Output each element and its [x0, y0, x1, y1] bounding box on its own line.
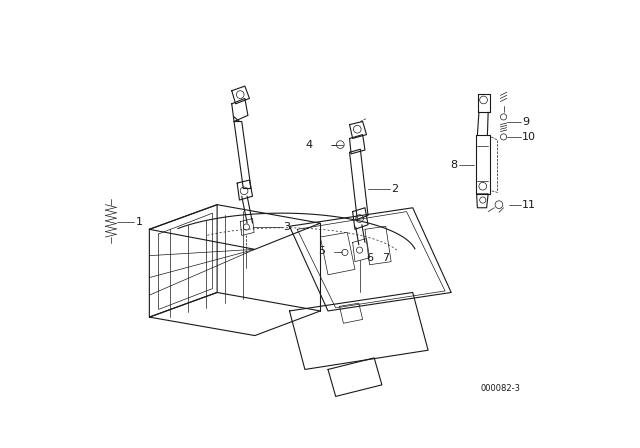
Text: 11: 11: [522, 200, 536, 210]
Text: 10: 10: [522, 132, 536, 142]
Text: 9: 9: [522, 116, 529, 126]
Text: 000082-3: 000082-3: [481, 384, 520, 393]
Text: 1: 1: [136, 217, 143, 227]
Text: 7: 7: [382, 253, 389, 263]
Text: 3: 3: [284, 222, 291, 232]
Text: 5: 5: [318, 246, 325, 256]
Text: 4: 4: [305, 140, 312, 150]
Text: 2: 2: [391, 184, 398, 194]
Text: 6: 6: [367, 253, 374, 263]
Text: 8: 8: [450, 160, 458, 170]
